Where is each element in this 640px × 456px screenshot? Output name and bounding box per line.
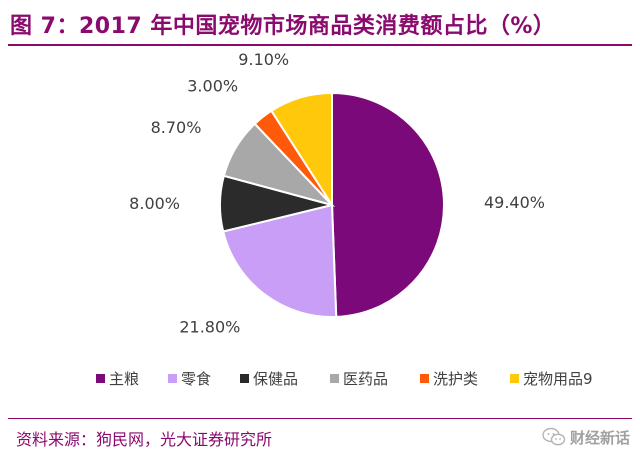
data-label-health: 8.00% [129,194,180,213]
data-label-snacks: 21.80% [179,317,240,336]
legend-label-medicine: 医药品 [343,370,388,388]
legend-swatch-grooming [420,374,429,383]
pie-slice-main-food [331,91,445,318]
legend-swatch-main-food [96,374,105,383]
legend-label-snacks: 零食 [181,370,211,388]
legend-label-supplies: 宠物用品9 [523,370,593,388]
pie-slice-snacks [221,203,338,318]
data-label-main-food: 49.40% [484,193,545,212]
legend-swatch-supplies [510,374,519,383]
source-note: 资料来源：狗民网，光大证券研究所 [16,430,273,449]
data-label-medicine: 8.70% [151,118,202,137]
wechat-icon [542,427,566,446]
title-rule [8,44,632,46]
watermark-text: 财经新话 [569,428,630,447]
legend-label-grooming: 洗护类 [433,370,478,388]
legend-swatch-snacks [168,374,177,383]
data-label-supplies: 9.10% [238,50,289,69]
data-label-grooming: 3.00% [187,76,238,95]
legend-label-main-food: 主粮 [109,370,139,388]
legend-swatch-health [240,374,249,383]
legend-swatch-medicine [330,374,339,383]
source-rule [8,418,632,419]
legend-label-health: 保健品 [253,370,298,388]
watermark: 财经新话 [542,424,630,450]
chart-title: 图 7：2017 年中国宠物市场商品类消费额占比（%） [10,14,556,39]
pie-slice-supplies [270,91,333,209]
